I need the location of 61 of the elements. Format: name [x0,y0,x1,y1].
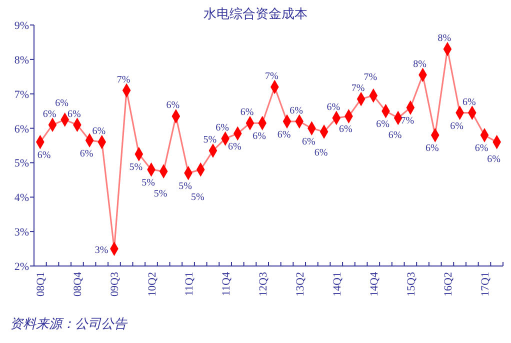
data-label: 7% [364,72,378,84]
x-tick-label: 13Q2 [294,272,306,296]
data-label: 7% [116,74,130,86]
y-tick-label: 2% [14,261,29,273]
y-tick-label: 9% [14,20,29,32]
data-label: 6% [487,154,500,166]
data-label: 5% [178,181,192,192]
text: 资料来源：公司公告 [10,316,128,331]
data-label: 5% [203,134,217,146]
data-label: 6% [474,143,488,154]
data-label: 6% [277,129,291,140]
x-tick-label: 14Q4 [368,272,380,296]
x-tick-label: 17Q1 [479,272,492,296]
data-label: 6% [68,108,81,120]
data-label: 5% [129,162,143,174]
y-tick-label: 4% [14,192,29,204]
x-tick-label: 11Q1 [183,272,196,296]
x-tick-label: 09Q3 [109,272,122,296]
x-tick-label: 12Q3 [257,272,270,296]
chart-title: 水电综合资金成本 [204,6,308,21]
data-label: 6% [290,105,304,116]
data-label: 7% [265,70,278,82]
y-tick-label: 8% [14,54,29,66]
data-label: 5% [142,178,155,189]
data-label: 6% [92,126,106,138]
data-label: 8% [438,33,452,44]
data-label: 6% [37,150,51,162]
data-label: 6% [302,136,316,148]
data-label: 6% [252,131,266,142]
data-label: 7% [351,83,365,94]
data-label: 6% [228,141,242,152]
data-label: 6% [166,100,180,112]
data-label: 6% [425,143,439,154]
data-label: 6% [450,120,464,132]
data-label: 6% [326,102,340,113]
data-label: 6% [376,119,390,130]
data-label: 8% [413,58,426,70]
x-tick-label: 08Q1 [35,272,48,296]
data-label: 3% [94,244,108,256]
y-tick-label: 5% [14,158,29,170]
x-tick-label: 10Q2 [146,272,158,296]
y-tick-label: 6% [14,123,29,136]
data-label: 5% [190,192,204,204]
data-label: 6% [55,98,69,109]
data-label: 6% [216,122,229,134]
x-tick-label: 15Q3 [405,272,418,296]
data-label: 6% [314,147,328,158]
data-label: 6% [462,96,476,108]
data-label: 6% [80,148,94,160]
data-label: 6% [240,107,254,118]
data-label: 5% [154,188,168,200]
data-label: 7% [400,116,414,127]
x-tick-label: 11Q4 [220,272,232,296]
x-tick-label: 16Q2 [442,272,454,296]
x-tick-label: 14Q1 [331,272,344,296]
data-label: 6% [42,108,56,120]
x-tick-label: 08Q4 [72,272,84,296]
data-label: 6% [388,130,402,142]
y-tick-label: 3% [14,226,29,239]
y-tick-label: 7% [14,88,29,101]
data-label: 6% [339,124,352,136]
